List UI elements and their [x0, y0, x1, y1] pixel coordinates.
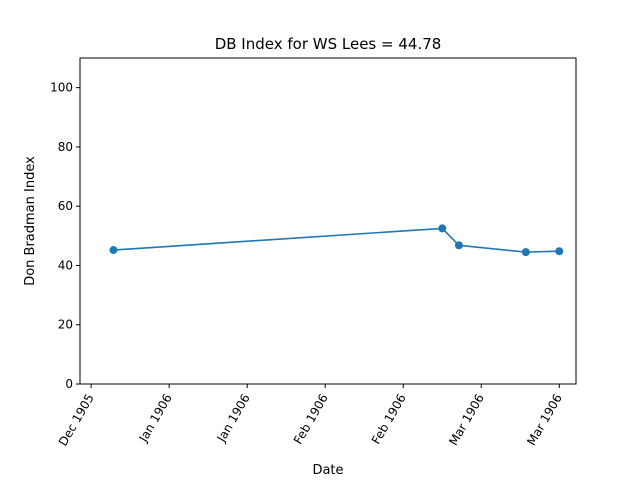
y-tick-label: 60 — [58, 199, 73, 213]
y-axis: 0 20 40 60 80 100 — [50, 81, 80, 391]
y-tick-label: 20 — [58, 318, 73, 332]
x-axis-label: Date — [312, 463, 343, 478]
y-tick-label: 40 — [58, 258, 73, 272]
series-layer — [109, 224, 564, 257]
y-tick-label: 100 — [50, 81, 73, 95]
data-point — [109, 246, 118, 255]
data-point — [521, 248, 530, 257]
plot-area — [79, 57, 577, 385]
y-tick-label: 0 — [65, 377, 73, 391]
chart-title: DB Index for WS Lees = 44.78 — [215, 35, 442, 53]
y-axis-label: Don Bradman Index — [23, 156, 38, 286]
data-point — [555, 247, 564, 256]
y-tick-label: 80 — [58, 140, 73, 154]
axes-frame — [79, 57, 577, 385]
data-point — [438, 224, 447, 233]
data-point — [454, 241, 463, 250]
